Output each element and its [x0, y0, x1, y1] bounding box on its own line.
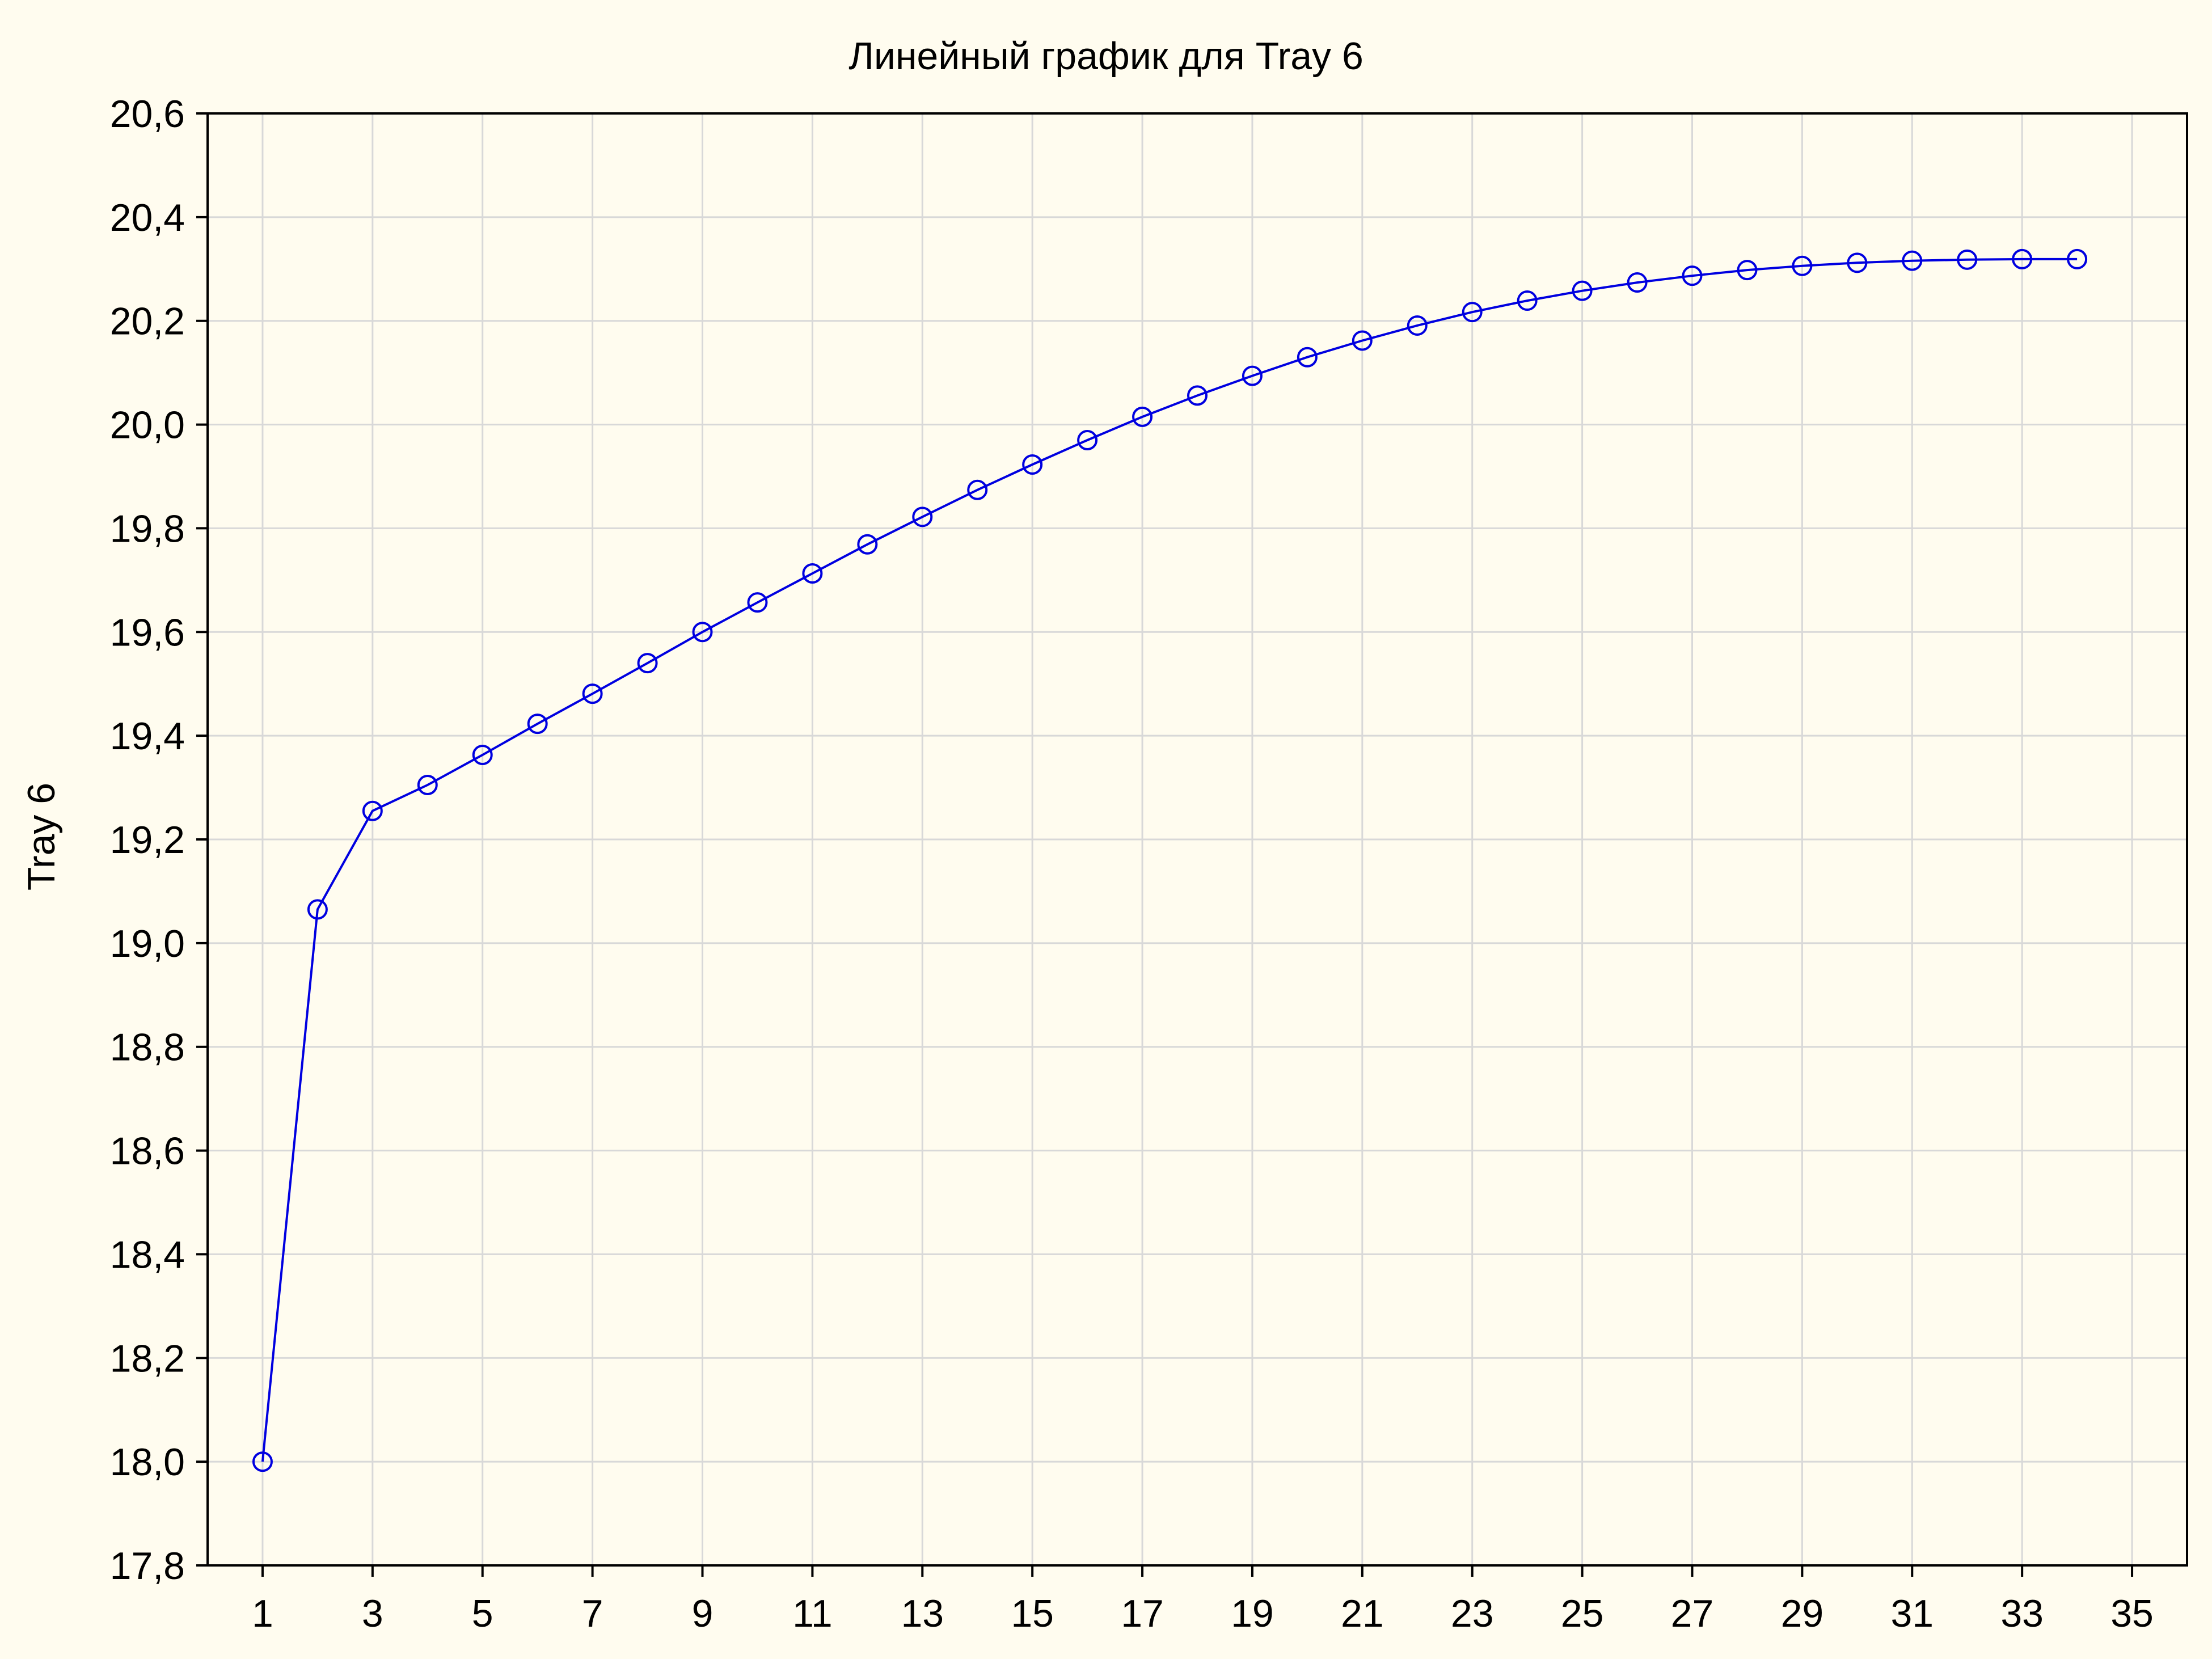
y-tick-label: 18,0	[110, 1441, 185, 1484]
x-tick-label: 17	[1121, 1592, 1164, 1635]
gridlines	[208, 112, 2187, 1567]
y-tick-label: 19,0	[110, 922, 185, 965]
data-point	[967, 479, 988, 500]
x-tick-label: 35	[2110, 1592, 2154, 1635]
data-point	[637, 653, 658, 674]
data-point	[747, 592, 768, 613]
x-tick-label: 23	[1451, 1592, 1494, 1635]
x-tick-label: 5	[472, 1592, 493, 1635]
data-point	[1242, 365, 1263, 386]
data-point	[1792, 255, 1813, 276]
x-tick-label: 27	[1671, 1592, 1714, 1635]
data-point	[1957, 249, 1978, 270]
data-point	[472, 744, 493, 765]
y-tick-label: 20,4	[110, 196, 185, 239]
data-point	[362, 800, 383, 821]
y-tick-label: 18,6	[110, 1130, 185, 1173]
data-point	[1407, 315, 1428, 336]
y-axis-label: Tray 6	[20, 783, 63, 890]
y-tick-label: 20,2	[110, 300, 185, 343]
y-tick-label: 19,6	[110, 611, 185, 654]
data-point	[1517, 290, 1538, 311]
x-tick-label: 1	[252, 1592, 273, 1635]
data-point	[692, 622, 713, 643]
x-tick-label: 19	[1231, 1592, 1274, 1635]
chart-title: Линейный график для Tray 6	[849, 35, 1363, 78]
data-point	[1462, 302, 1483, 323]
x-tick-label: 13	[901, 1592, 944, 1635]
y-tick-label: 19,4	[110, 715, 185, 758]
x-tick-label: 31	[1890, 1592, 1934, 1635]
data-point	[802, 563, 823, 584]
data-point	[912, 506, 933, 527]
data-point	[857, 534, 878, 555]
x-tick-label: 9	[692, 1592, 714, 1635]
data-point	[1902, 250, 1923, 271]
x-tick-label: 3	[362, 1592, 383, 1635]
x-tick-label: 21	[1341, 1592, 1384, 1635]
data-point	[1682, 265, 1703, 286]
x-tick-label: 11	[792, 1592, 833, 1635]
y-tick-label: 18,4	[110, 1233, 185, 1276]
y-tick-label: 18,8	[110, 1026, 185, 1069]
data-point	[1572, 280, 1593, 301]
x-tick-label: 15	[1011, 1592, 1054, 1635]
data-point	[1297, 347, 1318, 368]
data-point	[307, 899, 328, 920]
data-point	[1352, 330, 1373, 351]
axis-ticks: 1 3 5 7 9 11 13 15 17 19 21 23 25 27 29 31 33 3517,818,01…	[110, 92, 2154, 1635]
data-point	[1022, 454, 1043, 475]
y-tick-label: 18,2	[110, 1337, 185, 1380]
data-point	[2012, 248, 2033, 269]
y-tick-label: 20,0	[110, 404, 185, 447]
data-point	[1627, 272, 1648, 293]
x-tick-label: 7	[582, 1592, 603, 1635]
data-point	[252, 1451, 273, 1472]
data-point	[1132, 406, 1153, 427]
plot-frame	[206, 112, 2188, 1567]
data-point	[417, 775, 438, 795]
data-point	[1737, 260, 1758, 281]
y-tick-label: 17,8	[110, 1544, 185, 1588]
y-tick-label: 19,8	[110, 507, 185, 550]
data-point	[582, 683, 603, 704]
x-tick-label: 29	[1781, 1592, 1824, 1635]
data-point	[527, 714, 548, 734]
data-point	[1077, 430, 1098, 450]
data-point	[1847, 252, 1868, 273]
data-point	[1187, 385, 1208, 406]
x-tick-label: 25	[1561, 1592, 1604, 1635]
series-line	[261, 257, 2078, 1462]
series-tray-6	[252, 248, 2088, 1472]
y-tick-label: 19,2	[110, 818, 185, 862]
data-point	[2067, 248, 2088, 269]
y-tick-label: 20,6	[110, 92, 185, 136]
x-tick-label: 33	[2000, 1592, 2044, 1635]
